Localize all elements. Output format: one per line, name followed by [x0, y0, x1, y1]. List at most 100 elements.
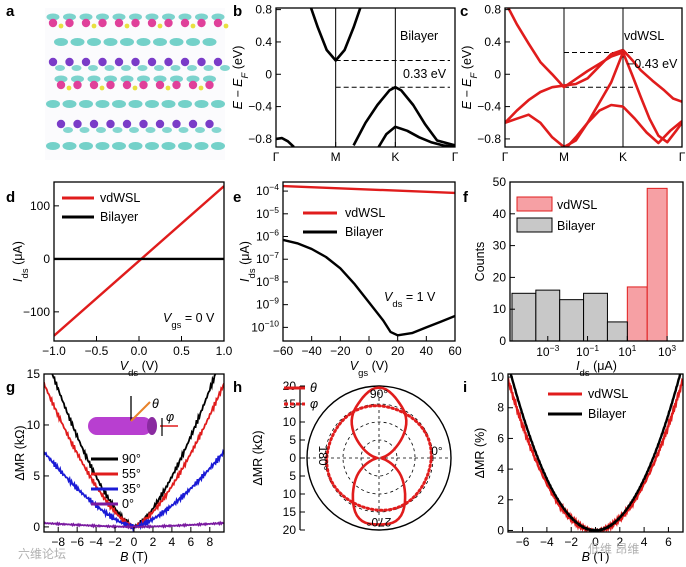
panel-b-ytick-label-4: 0.8 [255, 3, 272, 17]
atom-purple [147, 57, 157, 67]
panel-e-ytick-label-5-part-1: −5 [269, 205, 279, 215]
atom-lobe [79, 127, 90, 133]
atom-yellow [223, 23, 229, 29]
atom-purple [131, 57, 140, 67]
atom-lobe [145, 13, 159, 21]
panel-f-xtick-label-3-part-0: 10 [658, 345, 672, 359]
panel-i-xlabel-part-1: (T) [590, 550, 609, 564]
panel-e-ytick-label-4-part-0: 10 [256, 230, 270, 244]
panel-e-ytick-label-0-part-0: 10 [251, 320, 265, 334]
atom-lobe [112, 127, 123, 133]
atom-lobe [145, 142, 159, 150]
band-line-2 [622, 49, 682, 103]
panel-e-series-line-0 [283, 184, 455, 195]
band-line-1 [352, 85, 455, 147]
atom-purple [180, 57, 190, 67]
panel-e-legend-label-1: Bilayer [345, 225, 383, 239]
panel-d-annotation: Vgs = 0 V [163, 311, 215, 331]
panel-g-xlabel-part-1: (T) [128, 550, 147, 564]
panel-f-xlabel-part-1: ds [580, 368, 590, 379]
panel-f-label: f [463, 189, 469, 206]
atom-lobe [211, 13, 225, 21]
panel-e-legend-label-0: vdWSL [345, 206, 385, 220]
polar-series-1 [325, 404, 433, 512]
atom-pink [98, 18, 107, 28]
panel-g-xtick-label-4: 0 [131, 535, 138, 549]
panel-e-xtick-label-6: 60 [448, 344, 462, 358]
atom-pink [81, 18, 91, 28]
panel-e-ylabel-part-1: ds [247, 268, 258, 278]
panel-f-ytick-label-3: 30 [493, 239, 507, 253]
polar-angle-0: 0° [431, 444, 443, 458]
panel-b-label: b [233, 3, 242, 20]
panel-f-bar-bilayer-2 [559, 299, 585, 342]
panel-e-ylabel-part-2: (μA) [238, 241, 252, 268]
polar-radial-label-lower-1: 5 [289, 469, 296, 483]
panel-d: d −100 0 100 −1.0 −0.5 0.0 0.5 1.0 Vds (V) Ids (μA… [6, 181, 233, 379]
panel-g-legend-label-0: 90° [122, 452, 141, 466]
atom-lobe [194, 142, 209, 150]
panel-h-ylabel: ΔMR (kΩ) [251, 430, 265, 485]
panel-f-ytick-label-0: 0 [499, 334, 506, 348]
panel-f-ytick-label-4: 40 [493, 207, 507, 221]
panel-f-xlabel: Ids (μA) [576, 359, 617, 379]
band-line-4 [621, 51, 682, 144]
atom-lobe [54, 75, 68, 83]
atom-pink [65, 18, 74, 28]
panel-f-legend-label-0: vdWSL [557, 198, 597, 212]
panel-c-ylabel-part-1: F [469, 71, 480, 78]
atom-lobe [161, 142, 176, 150]
polar-radial-label-upper-3: 5 [289, 433, 296, 447]
atom-pink [131, 18, 140, 28]
band-line-6 [622, 105, 682, 145]
panel-i-xtick-label-0: −6 [516, 535, 530, 549]
panel-g-xtick-label-3: −2 [108, 535, 122, 549]
atom-lobe [46, 142, 60, 150]
panel-f-xtick-label-0: 10−3 [536, 343, 559, 359]
atom-yellow [165, 85, 171, 91]
atom-pink [188, 80, 198, 90]
panel-e-xtick-label-2: −20 [330, 344, 351, 358]
atom-lobe [121, 65, 131, 71]
panel-d-ytick-label-1: 0 [43, 252, 50, 266]
panel-i-xtick-label-6: 6 [665, 535, 672, 549]
atom-lobe [129, 13, 142, 21]
panel-c-label: c [460, 3, 468, 20]
atom-lobe [79, 100, 93, 108]
panel-b-frame [275, 7, 456, 148]
atom-purple [56, 119, 66, 129]
panel-d-xtick-label-3: 0.5 [173, 344, 190, 358]
panel-c-frame [504, 7, 683, 148]
band-line-5 [566, 103, 624, 147]
panel-f-xtick-label-3: 103 [658, 343, 676, 359]
panel-b-xtick-label-1: M [331, 150, 341, 164]
panel-b-legend: Bilayer [400, 29, 438, 43]
panel-e-ytick-label-1-part-0: 10 [256, 298, 270, 312]
atom-lobe [187, 65, 197, 71]
polar-radial-label-lower-3: 15 [283, 505, 297, 519]
atom-lobe [63, 127, 73, 133]
atom-lobe [104, 65, 115, 71]
panel-c-ytick-label-1: −0.4 [477, 100, 501, 114]
panel-f-xtick-label-0-part-0: 10 [536, 345, 550, 359]
panel-i-ytick-label-4: 8 [497, 401, 504, 415]
atom-purple [65, 57, 74, 67]
atom-purple [155, 119, 165, 129]
panel-g-xtick-label-8: 8 [206, 535, 213, 549]
panel-g-xtick-label-6: 4 [169, 535, 176, 549]
atom-pink [106, 80, 115, 90]
atom-lobe [120, 38, 134, 46]
watermark-right: 低维 昂维 [588, 542, 639, 556]
panel-e-ytick-label-2-part-0: 10 [256, 275, 270, 289]
atom-lobe [88, 65, 98, 71]
panel-g-ytick-label-1: 5 [33, 469, 40, 483]
panel-f-ylabel: Counts [473, 242, 487, 282]
panel-d-ylabel-part-1: ds [20, 268, 31, 278]
atom-lobe [220, 65, 230, 71]
panel-e-ytick-label-3: 10−7 [256, 250, 279, 266]
atom-lobe [186, 75, 200, 83]
atom-lobe [145, 127, 156, 133]
atom-purple [98, 57, 107, 67]
